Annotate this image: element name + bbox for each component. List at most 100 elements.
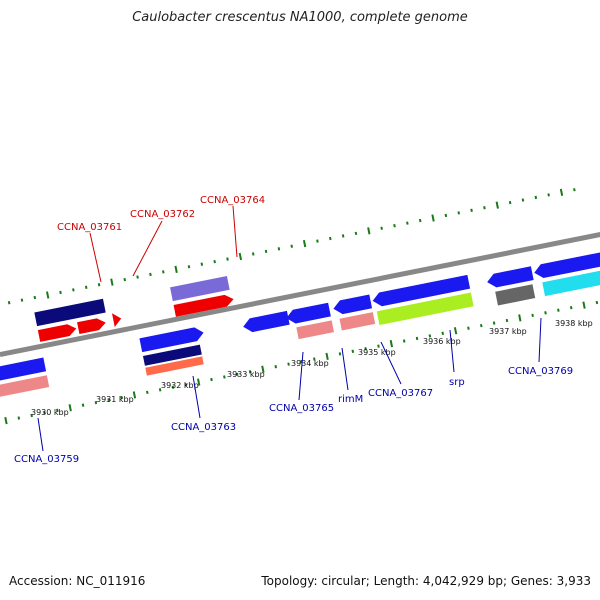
gene-block-navy-1[interactable] <box>34 298 106 327</box>
tick-mark <box>97 283 101 287</box>
gene-arrow-blue-3[interactable] <box>332 294 373 315</box>
gene-block-gray[interactable] <box>495 284 536 306</box>
tick-mark <box>531 313 534 318</box>
lower-strand-features <box>0 326 205 398</box>
tick-mark <box>418 218 422 223</box>
tick-mark <box>213 259 216 264</box>
tick-mark <box>290 244 294 248</box>
gene-block-cyan[interactable] <box>542 267 600 297</box>
gene-label-ccna-03759[interactable]: CCNA_03759 <box>14 454 79 465</box>
tick-mark <box>132 391 137 399</box>
tick-mark <box>467 326 470 330</box>
gene-arrow-blue-srp[interactable] <box>371 274 471 308</box>
leader-line-03762 <box>132 220 163 277</box>
leader-line-03761 <box>89 232 102 283</box>
tick-label-3930: 3930 kbp <box>31 408 69 417</box>
leader-line-03767 <box>380 341 402 385</box>
tick-mark <box>210 377 213 382</box>
gene-label-srp[interactable]: srp <box>449 377 465 388</box>
gene-arrow-red-3[interactable] <box>111 312 123 327</box>
tick-mark <box>518 314 522 322</box>
gene-label-ccna-03769[interactable]: CCNA_03769 <box>508 366 573 377</box>
tick-mark <box>30 413 33 418</box>
tick-label-3933: 3933 kbp <box>227 370 265 379</box>
tick-label-3932: 3932 kbp <box>161 381 199 390</box>
gene-block-salmon-left[interactable] <box>0 375 50 398</box>
tick-mark <box>569 305 573 310</box>
gene-arrow-blue-4[interactable] <box>486 266 534 289</box>
genome-backbone <box>0 226 600 357</box>
tick-mark <box>521 198 525 202</box>
tick-mark <box>441 331 445 335</box>
gene-label-rimm[interactable]: rimM <box>338 394 363 405</box>
tick-mark <box>261 365 265 373</box>
gene-block-coral[interactable] <box>145 356 204 376</box>
leader-line-srp <box>449 329 455 373</box>
top-gene-labels: CCNA_03761 CCNA_03762 CCNA_03764 <box>57 195 265 283</box>
gene-arrow-red-1[interactable] <box>37 323 78 342</box>
tick-marks <box>4 188 599 425</box>
gene-block-salmon-2[interactable] <box>339 312 376 331</box>
tick-mark <box>171 385 175 389</box>
gene-arrow-blue-5[interactable] <box>533 250 600 279</box>
gene-arrow-blue-left[interactable] <box>0 357 47 382</box>
tick-mark <box>595 300 599 305</box>
tick-mark <box>17 416 21 420</box>
gene-arrow-blue-1[interactable] <box>242 310 290 334</box>
gene-arrow-red-2[interactable] <box>77 317 107 335</box>
tick-mark <box>123 277 127 282</box>
tick-label-3936: 3936 kbp <box>423 337 461 346</box>
tick-mark <box>393 224 396 228</box>
tick-mark <box>200 262 204 266</box>
tick-mark <box>184 382 188 387</box>
tick-mark <box>94 400 98 405</box>
tick-mark <box>120 395 123 400</box>
tick-mark <box>483 206 486 210</box>
tick-mark <box>505 318 509 323</box>
tick-mark <box>59 290 62 295</box>
tick-mark <box>248 370 252 374</box>
tick-label-3934: 3934 kbp <box>291 359 329 368</box>
tick-mark <box>380 226 383 230</box>
tick-mark <box>351 349 355 353</box>
gene-label-ccna-03765[interactable]: CCNA_03765 <box>269 403 334 414</box>
gene-label-ccna-03762[interactable]: CCNA_03762 <box>130 209 195 220</box>
map-title: Caulobacter crescentus NA1000, complete … <box>132 10 468 25</box>
tick-mark <box>547 193 550 197</box>
gene-label-ccna-03767[interactable]: CCNA_03767 <box>368 388 433 399</box>
gene-block-purple[interactable] <box>170 276 230 302</box>
tick-mark <box>444 213 448 218</box>
tick-mark <box>364 347 367 351</box>
tick-mark <box>508 200 512 205</box>
tick-mark <box>110 278 114 286</box>
tick-mark <box>492 321 496 325</box>
tick-mark <box>162 270 165 274</box>
tick-mark <box>287 362 290 366</box>
gene-block-green[interactable] <box>376 292 474 326</box>
tick-mark <box>457 211 461 215</box>
tick-mark <box>495 201 499 209</box>
tick-mark <box>84 285 88 289</box>
gene-label-ccna-03763[interactable]: CCNA_03763 <box>171 422 236 433</box>
tick-mark <box>46 291 50 299</box>
tick-label-3931: 3931 kbp <box>96 395 134 404</box>
tick-mark <box>20 298 24 302</box>
gene-block-salmon-1[interactable] <box>296 320 334 340</box>
tick-mark <box>235 372 239 377</box>
tick-mark <box>325 352 329 361</box>
gene-arrow-blue-2[interactable] <box>285 302 331 325</box>
gene-label-ccna-03764[interactable]: CCNA_03764 <box>200 195 265 206</box>
tick-mark <box>453 327 458 335</box>
leader-line-rimm <box>341 347 349 391</box>
upper-strand-features <box>34 250 600 342</box>
gene-block-navy-2[interactable] <box>142 344 202 366</box>
tick-mark <box>534 195 538 200</box>
tick-mark <box>251 252 255 256</box>
tick-mark <box>174 265 178 273</box>
tick-mark <box>406 221 409 225</box>
gene-label-ccna-03761[interactable]: CCNA_03761 <box>57 222 122 233</box>
gene-arrow-blue-03763[interactable] <box>139 326 205 353</box>
gene-arrow-red-4[interactable] <box>173 293 235 317</box>
tick-mark <box>582 301 586 309</box>
